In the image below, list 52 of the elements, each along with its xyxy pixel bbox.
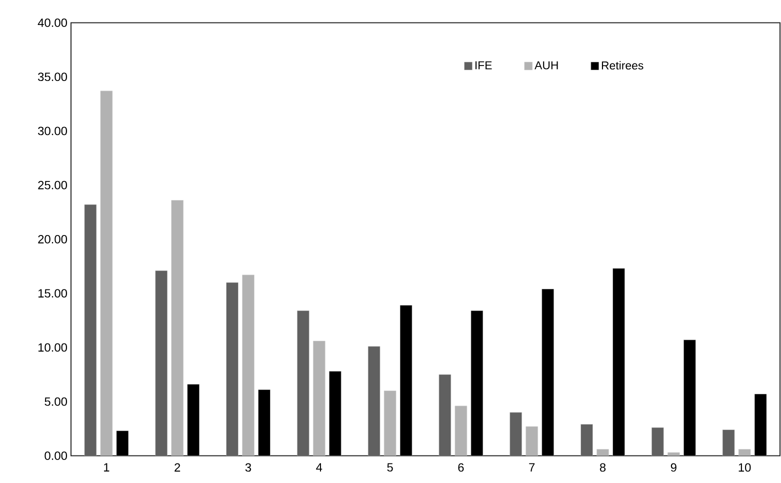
bar <box>226 282 238 456</box>
bar <box>580 424 593 456</box>
x-tick-label: 6 <box>458 463 464 472</box>
bar <box>384 390 396 456</box>
x-tick-label: 2 <box>174 463 180 472</box>
bar <box>652 427 664 456</box>
y-tick-label: 20.00 <box>38 234 68 244</box>
x-tick-label: 4 <box>316 463 322 472</box>
x-tick-label: 10 <box>738 463 751 472</box>
bar <box>400 305 412 456</box>
legend-label: Retirees <box>602 61 644 70</box>
bar <box>258 390 270 456</box>
x-tick-label: 1 <box>104 463 110 472</box>
bar <box>329 371 342 456</box>
x-tick-label: 3 <box>245 463 252 472</box>
bar <box>526 426 538 456</box>
bar <box>297 310 310 456</box>
y-tick-label: 25.00 <box>38 180 68 190</box>
y-tick-label: 5.00 <box>44 397 68 406</box>
x-tick-label: 8 <box>600 463 606 472</box>
bar <box>684 340 696 456</box>
bar <box>510 412 522 456</box>
y-tick-label: 30.00 <box>38 126 68 136</box>
bar <box>242 274 254 456</box>
y-tick-label: 35.00 <box>38 72 68 82</box>
bar <box>722 430 735 456</box>
bar <box>454 406 468 456</box>
bar <box>313 340 326 456</box>
y-tick-label: 10.00 <box>38 343 68 352</box>
y-tick-label: 15.00 <box>38 289 68 298</box>
y-tick-label: 0.00 <box>44 451 68 460</box>
bar <box>100 90 113 456</box>
bar <box>438 374 452 456</box>
legend-label: IFE <box>475 61 492 70</box>
bar <box>612 268 625 456</box>
bar <box>470 310 484 456</box>
bar <box>542 288 554 456</box>
bar <box>116 430 129 456</box>
bar <box>596 449 609 456</box>
bar <box>754 394 767 456</box>
bar <box>738 449 751 456</box>
x-tick-label: 5 <box>387 463 393 472</box>
bar <box>84 204 97 456</box>
bar <box>368 346 380 456</box>
x-tick-label: 7 <box>529 463 535 472</box>
bar <box>187 384 200 456</box>
bar <box>155 270 168 456</box>
legend-label: AUH <box>534 61 558 70</box>
bar <box>668 452 680 456</box>
x-tick-label: 9 <box>670 463 676 472</box>
y-tick-label: 40.00 <box>38 18 68 27</box>
bar <box>171 200 184 456</box>
